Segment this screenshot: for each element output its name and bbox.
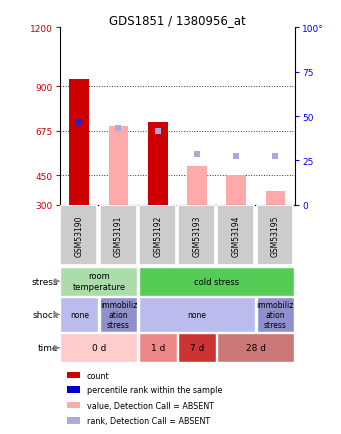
Bar (178, 206, 215, 266)
Text: room
temperature: room temperature (72, 272, 125, 291)
Text: immobiliz
ation
stress: immobiliz ation stress (257, 300, 294, 330)
Bar (148, 123, 167, 205)
Bar (100, 297, 137, 332)
Bar (139, 297, 255, 332)
Text: GSM53193: GSM53193 (192, 215, 202, 256)
Text: value, Detection Call = ABSENT: value, Detection Call = ABSENT (87, 401, 214, 410)
Bar (109, 127, 128, 205)
Bar (266, 192, 285, 205)
Text: cold stress: cold stress (194, 277, 239, 286)
Bar (139, 206, 176, 266)
Bar (217, 206, 254, 266)
Bar (256, 206, 293, 266)
Text: 1 d: 1 d (150, 343, 165, 352)
Bar (256, 297, 294, 332)
Bar (139, 267, 294, 296)
Text: GSM53195: GSM53195 (271, 215, 280, 256)
Bar (139, 333, 177, 362)
Bar (100, 206, 136, 266)
Text: percentile rank within the sample: percentile rank within the sample (87, 385, 222, 394)
Bar (60, 333, 137, 362)
Bar (217, 333, 294, 362)
Bar (187, 167, 207, 205)
Text: none: none (188, 310, 206, 319)
Text: GSM53191: GSM53191 (114, 215, 123, 256)
Bar (60, 206, 97, 266)
Text: count: count (87, 371, 109, 380)
Title: GDS1851 / 1380956_at: GDS1851 / 1380956_at (109, 14, 246, 27)
Bar (226, 176, 246, 205)
Text: shock: shock (32, 310, 59, 319)
Text: stress: stress (32, 277, 59, 286)
Bar (67, 417, 80, 424)
Text: immobiliz
ation
stress: immobiliz ation stress (100, 300, 137, 330)
Text: 28 d: 28 d (246, 343, 266, 352)
Text: 7 d: 7 d (190, 343, 204, 352)
Bar (60, 297, 98, 332)
Text: none: none (70, 310, 89, 319)
Text: time: time (38, 343, 59, 352)
Text: 0 d: 0 d (92, 343, 106, 352)
Bar (60, 267, 137, 296)
Bar (67, 402, 80, 408)
Text: GSM53192: GSM53192 (153, 215, 162, 256)
Bar (178, 333, 216, 362)
Text: rank, Detection Call = ABSENT: rank, Detection Call = ABSENT (87, 416, 210, 425)
Text: GSM53194: GSM53194 (232, 215, 241, 256)
Bar (70, 79, 89, 205)
Text: GSM53190: GSM53190 (75, 215, 84, 256)
Bar (67, 386, 80, 393)
Bar (67, 372, 80, 378)
